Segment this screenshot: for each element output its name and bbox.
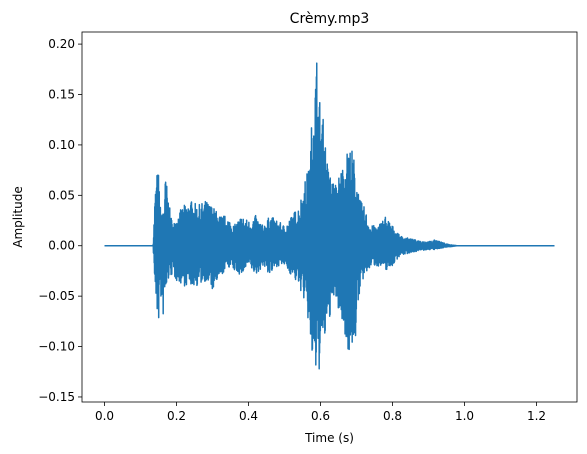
axes-frame [81,31,578,403]
y-tick-label: 0.05 [48,188,75,202]
y-tick-label: 0.10 [48,138,75,152]
x-tick-label: 0.6 [311,409,330,423]
x-tick-label: 0.0 [95,409,114,423]
x-axis-ticks: 0.0 0.2 0.4 0.6 0.8 1.0 1.2 [95,402,546,423]
x-tick-label: 1.0 [455,409,474,423]
x-axis-label: Time (s) [304,431,354,445]
waveform-series [103,62,556,370]
y-tick-label: 0.00 [48,239,75,253]
waveform-line [103,62,556,370]
x-tick-label: 0.8 [383,409,402,423]
y-axis-ticks: −0.15 −0.10 −0.05 0.00 0.05 0.10 0.15 0.20 [38,37,82,404]
chart-title: Crèmy.mp3 [290,11,370,27]
y-tick-label: 0.15 [48,88,75,102]
y-tick-label: 0.20 [48,37,75,51]
y-tick-label: −0.05 [38,289,75,303]
x-tick-label: 0.4 [239,409,258,423]
x-tick-label: 0.2 [167,409,186,423]
y-tick-label: −0.10 [38,340,75,354]
y-axis-label: Amplitude [11,186,25,248]
plot-area [81,31,578,403]
y-tick-label: −0.15 [38,390,75,404]
x-tick-label: 1.2 [527,409,546,423]
